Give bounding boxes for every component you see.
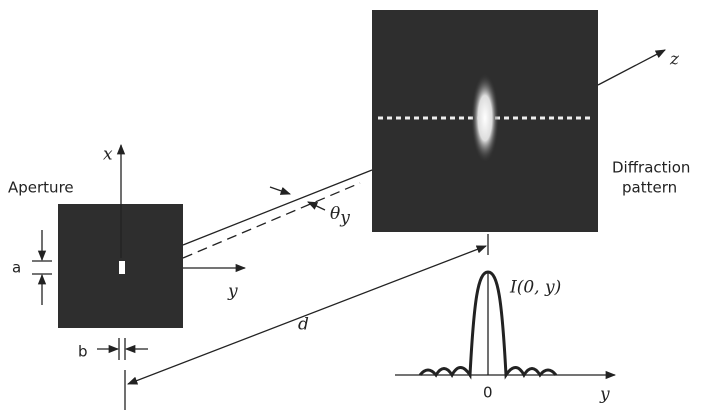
diffraction-diagram: x y Aperture a b z θy d Diffraction patt… [0, 0, 710, 410]
intensity-label: I(0, y) [509, 278, 561, 298]
z-axis [598, 50, 665, 85]
angle-arrow [270, 187, 290, 194]
pattern-label: Diffraction [612, 159, 690, 177]
height-label: a [12, 259, 21, 277]
pattern-label: pattern [622, 179, 677, 197]
slit [119, 261, 125, 274]
distance-label: d [298, 315, 309, 335]
angle-arrow [308, 202, 325, 210]
z-axis-label: z [669, 50, 680, 70]
central-spot [471, 73, 499, 163]
origin-label: 0 [483, 384, 493, 402]
width-label: b [78, 343, 88, 361]
plot-axis-label: y [599, 385, 610, 405]
y-axis-label: y [227, 282, 238, 302]
angle-label: θy [330, 204, 350, 228]
aperture-label: Aperture [8, 179, 74, 197]
x-axis-label: x [103, 145, 113, 165]
